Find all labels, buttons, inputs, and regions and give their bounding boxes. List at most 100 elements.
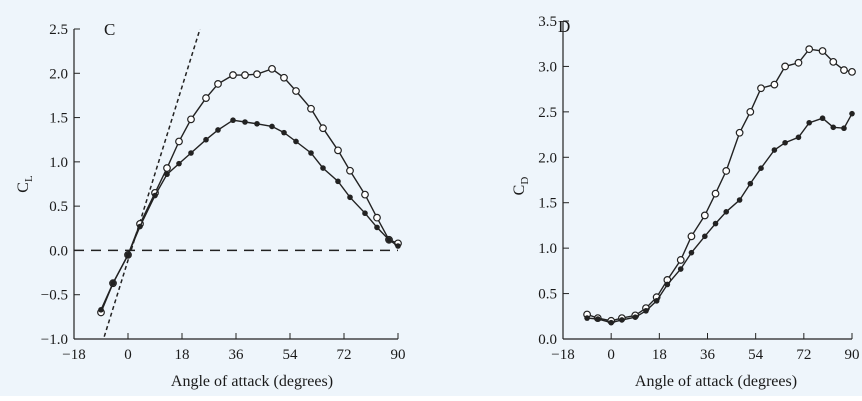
panel-d-series-open-circle-point	[687, 232, 696, 241]
panel-c-series-filled-dot-point	[230, 117, 236, 124]
panel-c-series-filled-dot-point	[374, 224, 380, 231]
panel-d-series-filled-dot-point	[608, 319, 614, 326]
panel-d-x-tick-label: 54	[748, 347, 764, 363]
panel-c-series-filled-dot-point	[386, 237, 392, 243]
panel-d-x-tick-label: 72	[796, 347, 811, 363]
panel-c-series-filled-dot-point	[203, 136, 209, 143]
panel-c-y-tick-label: 2.0	[49, 66, 68, 82]
panel-d-series-filled-dot-line	[587, 113, 853, 324]
panel-c-series-filled-dot-point	[320, 165, 326, 171]
panel-c-x-tick-label: 90	[391, 347, 406, 363]
panel-d-series-open-circle-point	[794, 58, 803, 67]
panel-d-x-tick-label: 18	[652, 347, 667, 363]
panel-d-series-filled-dot-point	[723, 209, 730, 215]
panel-d-series-open-circle-point	[700, 211, 709, 220]
panel-c-y-tick-label: 0.5	[49, 199, 68, 215]
panel-c-series-filled-dot-point	[281, 129, 287, 136]
panel-c-series-filled-dot-point	[176, 160, 182, 167]
panel-c-series-open-circle-point	[292, 87, 300, 95]
panel-c-x-tick-label: 54	[283, 347, 299, 363]
panel-d-x-tick-label: 36	[700, 347, 716, 363]
panel-c-y-tick-label: 2.5	[49, 22, 68, 38]
panel-d-series-open-circle-point	[818, 47, 827, 55]
panel-d-y-tick-label: 0.0	[538, 332, 557, 348]
panel-d-series-open-circle-point	[770, 80, 779, 89]
panel-c-series-open-circle-point	[202, 94, 210, 102]
panel-c-series-filled-dot-line	[100, 119, 399, 311]
panel-d-y-tick-label: 3.5	[538, 14, 557, 30]
panel-d-series-filled-dot-point	[619, 317, 625, 323]
panel-c-series-filled-dot-point	[347, 194, 353, 201]
panel-c-series-open-circle-point	[214, 80, 222, 88]
panel-d-series-filled-dot-point	[771, 147, 778, 153]
panel-d-group: 0.0 0.5 1.0 1.5 2.0 2.5 3.0 3.5 −18 0 18 36 54 72 90 D A…	[511, 14, 860, 390]
panel-d-series-open-circle-point	[829, 57, 838, 66]
panel-d-series-filled-dot-point	[758, 165, 764, 171]
panel-c-series-filled-dot-point	[152, 192, 158, 199]
panel-c-series-open-circle-line	[100, 68, 399, 313]
panel-c-series-open-circle-point	[175, 137, 183, 146]
panel-d-series-filled-dot-point	[747, 180, 754, 187]
panel-d-series-open-circle-point	[848, 67, 856, 76]
panel-c-series-open-circle-point	[268, 64, 276, 73]
panel-d-series-filled-dot-point	[736, 197, 743, 203]
panel-d-x-tick-label: 0	[607, 347, 615, 363]
panel-c-x-tick-label: 18	[175, 347, 190, 363]
panel-d-series-filled-dot-point	[664, 281, 671, 288]
panel-c-series-filled-dot-point	[110, 280, 116, 287]
panel-d-series-filled-dot-point	[841, 125, 847, 132]
panel-d-series-open-circle-point	[676, 256, 685, 264]
panel-c-series-open-circle-point	[319, 124, 327, 133]
panel-d-series-filled-dot-point	[677, 266, 684, 272]
panel-d-series-filled-dot-point	[849, 110, 855, 117]
panel-c-series-open-circle-point	[187, 115, 195, 124]
panel-d-series-open-circle-point	[757, 84, 765, 93]
panel-d-y-axis-label-subscript: D	[519, 177, 531, 185]
panel-c-series-open-circle-point	[334, 146, 342, 155]
panel-d-y-tick-label: 1.0	[538, 241, 557, 257]
panel-d-series-filled-dot-point	[806, 119, 812, 126]
panel-d-y-axis-label-main: C	[511, 185, 528, 196]
panel-c-y-tick-label: 1.0	[49, 155, 68, 171]
panel-d-series-filled-dot-point	[782, 139, 788, 146]
panel-c-y-axis-label-subscript: L	[23, 175, 35, 182]
panel-c-group: −1.0 −0.5 0.0 0.5 1.0 1.5 2.0 2.5 −18 0 18 36 54 72 90…	[15, 20, 406, 390]
panel-d-label: D	[558, 17, 570, 36]
panel-c-series-open-circle-point	[253, 70, 261, 79]
panel-d-x-tick-label: −18	[551, 347, 574, 363]
panel-d-y-tick-label: 1.5	[538, 196, 557, 212]
panel-c-series-filled-dot-point	[293, 138, 299, 145]
panel-d-series-open-circle-point	[746, 107, 755, 116]
panel-c-x-tick-label: 36	[229, 347, 245, 363]
panel-c-series-open-circle-point	[346, 166, 354, 175]
panel-c-series-filled-dot-point	[137, 223, 143, 230]
panel-c-series-filled-dot-point	[395, 243, 401, 249]
panel-c-x-axis-label: Angle of attack (degrees)	[171, 373, 333, 390]
panel-d-series-filled-dot-point	[702, 233, 708, 240]
panel-d-y-axis-label: CD	[511, 177, 531, 196]
panel-d-x-tick-label: 90	[845, 347, 860, 363]
panel-d-series-filled-dot-point	[584, 315, 590, 321]
panel-d-series-filled-dot-point	[712, 220, 719, 227]
panel-d-series-filled-dot-point	[653, 298, 660, 304]
panel-d-series-filled-dot-point	[594, 316, 601, 322]
panel-d-y-tick-label: 2.0	[538, 150, 557, 166]
panel-c-x-tick-label: −18	[62, 347, 85, 363]
panel-d-series-open-circle-point	[735, 128, 744, 137]
panel-c-series-filled-dot-point	[125, 252, 131, 258]
panel-c-series-filled-dot-point	[254, 120, 260, 127]
panel-c-series-filled-dot-point	[188, 150, 194, 156]
panel-d-series-filled-dot-point	[830, 124, 837, 131]
panel-d-series-open-circle-point	[781, 62, 790, 71]
panel-c-series-filled-dot-point	[164, 171, 170, 178]
panel-d-series-filled-dot-point	[795, 134, 802, 141]
panel-d-series-open-circle-line	[586, 48, 853, 322]
panel-c-y-tick-label: 1.5	[49, 111, 68, 127]
panel-c-series-open-circle-point	[229, 71, 237, 79]
panel-c-series-filled-dot-point	[98, 306, 104, 313]
panel-c-x-tick-label: 72	[337, 347, 352, 363]
panel-d-x-axis-label: Angle of attack (degrees)	[635, 373, 797, 390]
panel-d-y-tick-label: 0.5	[538, 287, 557, 303]
panel-c-y-tick-label: 0.0	[49, 243, 68, 259]
